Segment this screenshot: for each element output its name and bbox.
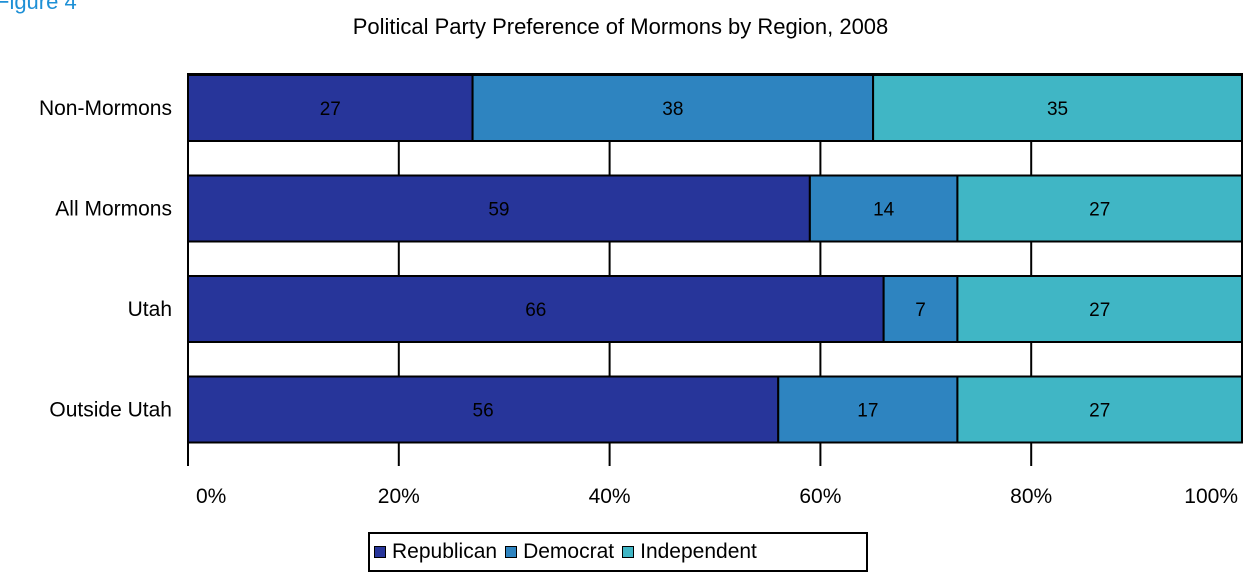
legend-item-independent: Independent [622,540,757,564]
x-tick-label-60: 60% [799,485,841,508]
data-label-all-mormons-independent: 27 [1089,200,1110,221]
bar-utah-republican [187,275,885,343]
bar-outside-utah-independent [956,375,1243,444]
legend-label-independent: Independent [640,540,757,563]
legend-swatch-independent [622,546,635,558]
legend-swatch-republican [374,546,386,558]
x-tick-label-0: 0% [196,485,226,508]
bar-all-mormons-independent [956,174,1243,243]
bar-all-mormons-democrat [808,174,959,243]
x-tick-label-100: 100% [1184,485,1238,508]
category-label-all-mormons: All Mormons [55,198,172,221]
bar-utah-independent [956,275,1243,343]
bar-non-mormons-democrat [471,74,875,142]
bar-outside-utah-republican [187,375,780,444]
bars [187,74,1243,444]
category-label-non-mormons: Non-Mormons [39,97,172,120]
stacked-bar-chart: 27 38 35 Non-Mormons 59 14 27 All Mormons 66 7 27 U… [39,73,1243,508]
data-labels: 27 38 35 Non-Mormons 59 14 27 All Mormons 66 7 27 U… [39,97,1110,422]
data-label-non-mormons-republican: 27 [320,99,341,120]
bar-all-mormons-republican [187,174,811,243]
chart-title-text: Political Party Preference of Mormons by… [352,14,889,39]
legend-item-republican: Republican [374,540,497,564]
data-label-non-mormons-independent: 35 [1047,99,1068,120]
data-label-utah-democrat: 7 [915,300,926,321]
category-label-outside-utah: Outside Utah [49,399,172,422]
bar-outside-utah-democrat [777,375,959,444]
data-label-outside-utah-republican: 56 [473,401,494,422]
legend-item-democrat: Democrat [505,540,614,564]
bar-non-mormons-independent [872,74,1243,142]
x-tick-label-80: 80% [1010,485,1052,508]
data-label-all-mormons-democrat: 14 [873,200,895,221]
data-label-non-mormons-democrat: 38 [662,99,683,120]
legend-label-democrat: Democrat [523,540,615,563]
chart-title: Political Party Preference of Mormons by… [0,14,1245,40]
x-tick-label-40: 40% [589,485,631,508]
x-tick-label-20: 20% [378,485,420,508]
category-label-utah: Utah [128,298,172,321]
data-label-outside-utah-independent: 27 [1089,401,1110,422]
legend-swatch-democrat [505,546,518,558]
data-label-utah-independent: 27 [1089,300,1110,321]
data-label-all-mormons-republican: 59 [488,200,509,221]
data-label-outside-utah-democrat: 17 [857,401,878,422]
data-label-utah-republican: 66 [525,300,546,321]
figure-label: Figure 4 [0,0,77,14]
axes: 0% 20% 40% 60% 80% 100% [187,74,1238,508]
legend: Republican Democrat Independent [368,532,868,572]
legend-label-republican: Republican [392,540,498,563]
